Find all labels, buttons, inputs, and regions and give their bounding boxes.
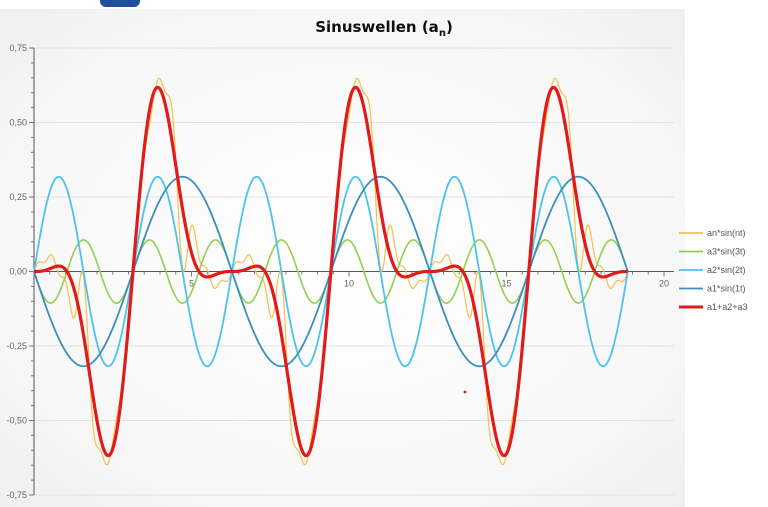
legend-label-4: a1+a2+a3	[707, 302, 748, 312]
y-tick-label: 0,00	[9, 267, 27, 277]
x-tick-label: 10	[344, 279, 354, 289]
y-tick-label: -0,75	[6, 490, 27, 500]
legend-label-0: an*sin(nt)	[707, 228, 746, 238]
y-tick-label: -0,50	[6, 416, 27, 426]
y-tick-label: -0,25	[6, 341, 27, 351]
legend-label-3: a1*sin(1t)	[707, 284, 746, 294]
stray-marker-dot	[464, 391, 467, 394]
x-tick-label: 20	[659, 279, 669, 289]
legend-label-2: a2*sin(2t)	[707, 265, 746, 275]
legend-label-1: a3*sin(3t)	[707, 247, 746, 257]
y-tick-label: 0,50	[9, 118, 27, 128]
x-tick-label: 15	[501, 279, 511, 289]
y-tick-label: 0,25	[9, 192, 27, 202]
y-tick-label: 0,75	[9, 43, 27, 53]
